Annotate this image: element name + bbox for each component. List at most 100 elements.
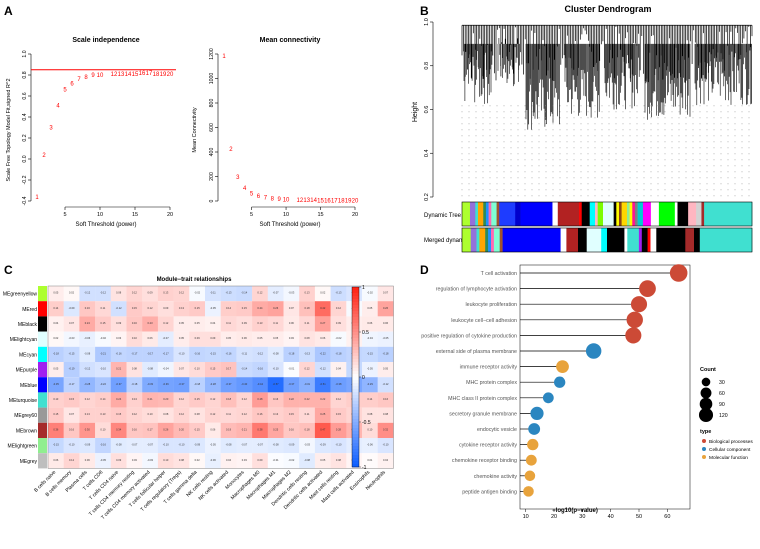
cell-value: 0.04 [53, 321, 59, 325]
module-color-swatch [38, 346, 47, 362]
heatmap-cell [79, 316, 96, 332]
heatmap-cell [314, 392, 331, 408]
heatmap-cell [79, 422, 96, 438]
power-label-point: 3 [49, 126, 53, 132]
module-color-swatch [38, 422, 47, 438]
color-bar-label-merged: Merged dynamic 0.25 [424, 238, 482, 244]
colorbar-step [352, 338, 359, 342]
power-label-point: 4 [243, 186, 247, 192]
cell-value: 0.15 [100, 321, 106, 325]
heatmap-cell [252, 377, 268, 393]
cell-value: 0.12 [163, 321, 169, 325]
cell-value: 0.07 [69, 412, 75, 416]
cell-value: 0.13 [257, 321, 263, 325]
colorbar-step [352, 398, 359, 402]
legend-type-title: type [700, 429, 711, 435]
merged-dynamic-segment [624, 228, 628, 252]
colorbar-step [352, 431, 359, 435]
x-tick-label: 15 [132, 212, 138, 218]
heatmap-cell [189, 407, 206, 423]
legend-size-label: 30 [719, 380, 725, 386]
cell-value: 0.15 [195, 397, 201, 401]
dendrogram-cluster [525, 43, 560, 130]
cell-value: 0.47 [320, 427, 326, 431]
cell-value: 0.06 [320, 336, 326, 340]
cell-value: 0.15 [195, 427, 201, 431]
heatmap-cell [63, 331, 80, 347]
heatmap-cell [252, 392, 268, 408]
heatmap-cell [157, 301, 174, 317]
cell-value: 0.05 [273, 336, 279, 340]
cell-value: 0.12 [179, 291, 185, 295]
colorbar-step [352, 353, 359, 357]
cell-value: 0.06 [210, 427, 216, 431]
heatmap-title: Module−trait relationships [157, 277, 233, 283]
cell-value: 0.13 [132, 397, 138, 401]
merged-dynamic-segment [641, 228, 648, 252]
heatmap-cell [362, 362, 378, 378]
dynamic-tree-cut-segment [677, 202, 689, 226]
dynamic-tree-cut-segment [475, 202, 479, 226]
cell-value: 0.10 [163, 458, 169, 462]
power-label-point: 12 [111, 72, 118, 78]
colorbar-step [352, 386, 359, 390]
heatmap-cell [236, 392, 253, 408]
dendrogram-cluster [497, 38, 520, 87]
term-label: MHC class II protein complex [448, 396, 517, 402]
colorbar-step [352, 305, 359, 309]
heatmap-cell [79, 392, 96, 408]
cell-value: -0.10 [273, 367, 279, 371]
heatmap-cell [283, 438, 300, 454]
y-tick-label: 800 [209, 99, 215, 108]
row-label: MEgrey [20, 459, 38, 465]
heatmap-cell [252, 286, 268, 302]
heatmap-cell [63, 346, 80, 362]
heatmap-cell [48, 422, 64, 438]
colorbar-tick-label: 1 [362, 285, 365, 291]
cell-value: -0.03 [69, 336, 75, 340]
term-label: T cell activation [481, 271, 517, 277]
colorbar-step [352, 371, 359, 375]
heatmap-cell [110, 377, 127, 393]
lollipop-dot [527, 438, 539, 451]
cell-value: 0.03 [242, 458, 248, 462]
heatmap-cell [95, 377, 111, 393]
heatmap-cell [95, 346, 111, 362]
heatmap-cell [299, 331, 316, 347]
cell-value: 0.12 [179, 412, 185, 416]
x-tick-label: 5 [250, 212, 253, 218]
heatmap-cell [220, 316, 237, 332]
colorbar-step [352, 299, 359, 303]
colorbar-step [352, 341, 359, 345]
dynamic-tree-cut-segment [634, 202, 638, 226]
cell-value: -0.09 [194, 443, 200, 447]
cell-value: 0.03 [289, 336, 295, 340]
heatmap-cell [157, 407, 174, 423]
heatmap-cell [220, 438, 237, 454]
heatmap-cell [377, 377, 394, 393]
cell-value: 0.28 [336, 427, 342, 431]
heatmap-cell [48, 377, 64, 393]
power-label-point: 7 [77, 77, 81, 83]
colorbar-step [352, 290, 359, 294]
cell-value: -0.12 [84, 367, 90, 371]
heatmap-cell [330, 407, 347, 423]
heatmap-cell [236, 301, 253, 317]
cell-value: -0.17 [131, 351, 137, 355]
heatmap-cell [157, 362, 174, 378]
cell-value: -0.07 [273, 291, 279, 295]
x-tick-label: 20 [167, 212, 173, 218]
row-label: MEbrown [16, 428, 37, 434]
heatmap-cell [236, 316, 253, 332]
heatmap-cell [314, 422, 331, 438]
heatmap-cell [95, 316, 111, 332]
dynamic-tree-cut-segment [491, 202, 497, 226]
dynamic-tree-cut-segment [579, 202, 583, 226]
cell-value: -0.03 [288, 291, 294, 295]
plot-frame [519, 264, 691, 510]
heatmap-cell [330, 453, 347, 469]
heatmap-cell [48, 346, 64, 362]
cell-value: 0.28 [257, 397, 263, 401]
dendrogram-leaf-ticks [461, 105, 750, 197]
row-label: MEblue [20, 383, 37, 389]
